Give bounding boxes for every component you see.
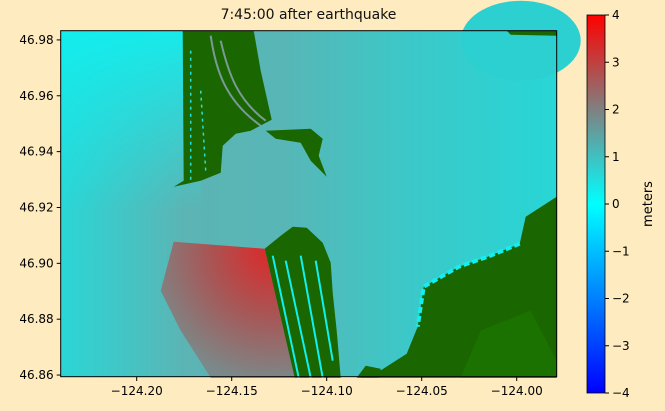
land-island <box>265 128 327 177</box>
colorbar-tick-label: 0 <box>612 197 620 211</box>
flooded-channel <box>189 50 207 181</box>
x-tick-label: −124.05 <box>396 384 448 398</box>
colorbar-tick-label: −4 <box>612 386 630 400</box>
y-tick-label: 46.92 <box>19 200 53 214</box>
colorbar-label: meters <box>641 181 656 227</box>
land-northeast <box>506 30 557 36</box>
x-tick-label: −124.15 <box>206 384 258 398</box>
flooded-peninsula-channels <box>271 255 334 378</box>
colorbar-tick-label: 2 <box>612 103 620 117</box>
x-tick-label: −124.10 <box>301 384 353 398</box>
y-tick-label: 46.86 <box>19 368 53 382</box>
y-axis: 46.86 46.88 46.90 46.92 46.94 46.96 46.98 <box>19 33 61 382</box>
land-sandbar <box>356 365 381 378</box>
colorbar-tick-label: −3 <box>612 339 630 353</box>
y-tick-label: 46.90 <box>19 256 53 270</box>
land-southeast-highland <box>460 310 557 378</box>
flooded-shoreline <box>415 241 521 327</box>
colorbar <box>586 14 606 394</box>
x-tick-label: −124.00 <box>491 384 543 398</box>
water-surface-nw <box>60 30 201 211</box>
colorbar-tick-label: 1 <box>612 150 620 164</box>
x-axis: −124.20 −124.15 −124.10 −124.05 −124.00 <box>111 377 543 398</box>
channel <box>209 35 267 127</box>
chart-title: 7:45:00 after earthquake <box>220 7 397 23</box>
y-tick-label: 46.98 <box>19 33 53 47</box>
x-tick-label: −124.20 <box>111 384 163 398</box>
red-wave-region <box>160 241 295 378</box>
land-north-spit <box>173 30 272 187</box>
colorbar-tick-label: 4 <box>612 8 620 22</box>
colorbar-axis: −4 −3 −2 −1 0 1 2 3 4 <box>605 8 630 400</box>
y-tick-label: 46.94 <box>19 145 53 159</box>
y-tick-label: 46.88 <box>19 312 53 326</box>
heatmap <box>60 0 581 378</box>
colorbar-tick-label: −2 <box>612 292 630 306</box>
plot-frame <box>60 30 558 378</box>
y-tick-label: 46.96 <box>19 89 53 103</box>
colorbar-tick-label: −1 <box>612 244 630 258</box>
colorbar-tick-label: 3 <box>612 55 620 69</box>
land-south-peninsula <box>264 226 341 378</box>
water-surface-ne <box>460 0 581 81</box>
